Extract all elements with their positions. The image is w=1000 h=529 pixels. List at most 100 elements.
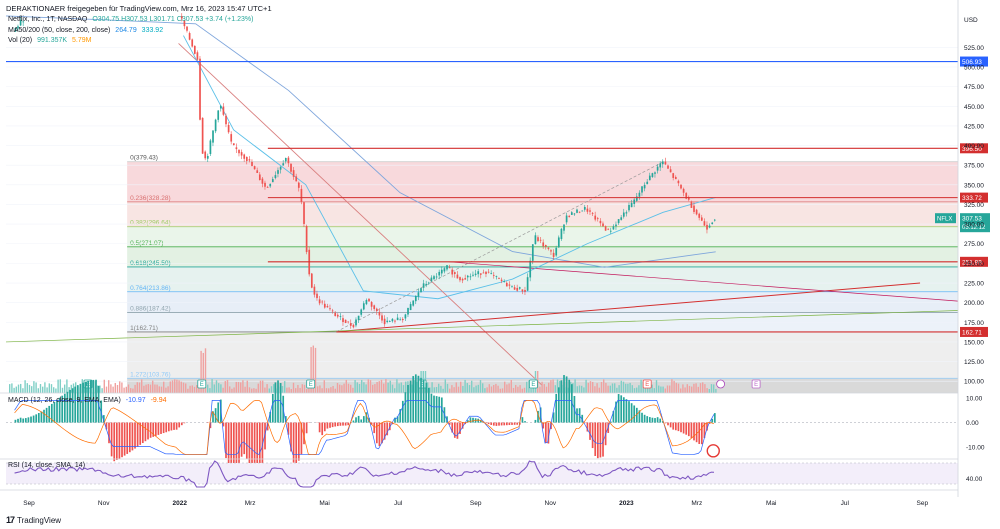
macd-histogram-bar bbox=[706, 422, 708, 431]
volume-bar bbox=[110, 384, 112, 393]
volume-bar bbox=[539, 386, 541, 393]
candle-body bbox=[555, 247, 558, 256]
vol-value: 991.357K bbox=[37, 37, 68, 44]
volume-bar bbox=[554, 385, 556, 393]
macd-histogram-bar bbox=[433, 395, 435, 423]
macd-histogram-bar bbox=[45, 407, 48, 423]
macd-histogram-bar bbox=[266, 422, 269, 431]
candle-body bbox=[253, 166, 256, 170]
macd-histogram-bar bbox=[550, 422, 552, 430]
candle-body bbox=[219, 105, 222, 109]
volume-bar bbox=[13, 387, 15, 393]
volume-bar bbox=[339, 384, 341, 393]
macd-histogram-bar bbox=[297, 422, 300, 461]
candle-body bbox=[334, 312, 337, 316]
volume-bar bbox=[354, 380, 356, 393]
volume-bar bbox=[301, 384, 303, 393]
macd-histogram-bar bbox=[438, 396, 441, 423]
price-tick-label: 200.00 bbox=[964, 300, 984, 307]
macd-histogram-bar bbox=[321, 422, 324, 436]
volume-bar bbox=[55, 388, 57, 393]
candle-body bbox=[378, 312, 381, 316]
volume-bar bbox=[152, 380, 154, 393]
volume-bar bbox=[466, 383, 468, 393]
volume-bar bbox=[61, 387, 64, 393]
volume-bar bbox=[629, 382, 631, 393]
macd-histogram-bar bbox=[344, 422, 347, 426]
macd-histogram-bar bbox=[123, 422, 126, 456]
volume-bar bbox=[268, 388, 270, 393]
volume-legend[interactable]: Vol (20) 991.357K 5.79M bbox=[8, 37, 94, 44]
volume-bar bbox=[310, 347, 312, 393]
macd-histogram-bar bbox=[128, 422, 131, 453]
volume-bar bbox=[552, 379, 554, 393]
time-tick-label: Sep bbox=[23, 500, 35, 507]
macd-histogram-bar bbox=[89, 380, 92, 423]
macd-histogram-bar bbox=[635, 407, 638, 423]
macd-histogram-bar bbox=[334, 422, 337, 427]
candle-body bbox=[508, 284, 511, 286]
macd-histogram-bar bbox=[711, 418, 714, 423]
macd-histogram-bar bbox=[641, 412, 643, 423]
candle-body bbox=[388, 321, 391, 322]
volume-bar bbox=[625, 383, 627, 393]
candle-body bbox=[292, 170, 295, 177]
macd-legend[interactable]: MACD (12, 26, close, 9, EMA, EMA) -10.97… bbox=[8, 397, 170, 404]
fib-label: 0.382(296.64) bbox=[130, 220, 170, 227]
macd-histogram-bar bbox=[391, 422, 394, 425]
volume-bar bbox=[405, 381, 407, 393]
candle-body bbox=[547, 247, 550, 249]
dividend-marker-icon bbox=[716, 379, 726, 389]
volume-bar bbox=[376, 381, 378, 393]
volume-bar bbox=[457, 386, 460, 393]
volume-bar bbox=[471, 380, 473, 393]
volume-bar bbox=[372, 384, 374, 393]
volume-bar bbox=[506, 384, 508, 393]
macd-histogram-bar bbox=[466, 420, 469, 423]
volume-bar bbox=[486, 387, 488, 393]
earnings-marker-letter: E bbox=[645, 382, 649, 388]
moving-averages bbox=[5, 15, 716, 300]
macd-histogram-bar bbox=[469, 417, 472, 423]
volume-bar bbox=[156, 384, 158, 393]
volume-bar bbox=[675, 382, 677, 393]
symbol-legend[interactable]: Netflix, Inc., 1T, NASDAQ O304.75 H307.5… bbox=[8, 16, 256, 23]
candle-body bbox=[542, 242, 545, 247]
volume-bar bbox=[589, 381, 592, 393]
time-tick-label: Mai bbox=[319, 500, 329, 507]
candle-body bbox=[204, 151, 207, 159]
volume-bar bbox=[574, 379, 576, 393]
volume-bar bbox=[207, 384, 209, 393]
vol-ma-value: 5.79M bbox=[72, 37, 92, 44]
earnings-marker-letter: E bbox=[531, 382, 535, 388]
rsi-band bbox=[6, 463, 958, 484]
macd-histogram-bar bbox=[430, 393, 433, 423]
macd-histogram-bar bbox=[495, 422, 498, 426]
macd-histogram-bar bbox=[108, 422, 110, 444]
macd-histogram-bar bbox=[659, 418, 662, 423]
macd-histogram-bar bbox=[271, 393, 274, 423]
candle-body bbox=[227, 124, 230, 133]
tradingview-brand[interactable]: 17 TradingView bbox=[6, 515, 61, 525]
macd-histogram-bar bbox=[248, 422, 251, 464]
candle-body bbox=[425, 283, 428, 286]
volume-bar bbox=[367, 379, 369, 393]
macd-tick-label: 10.00 bbox=[966, 395, 983, 402]
macd-histogram-bar bbox=[152, 422, 155, 437]
candle-body bbox=[266, 186, 269, 188]
volume-bar bbox=[618, 385, 620, 393]
candle-body bbox=[412, 300, 415, 306]
volume-bar bbox=[53, 387, 55, 393]
candle-body bbox=[329, 308, 331, 310]
macd-histogram-bar bbox=[303, 422, 305, 445]
volume-bar bbox=[523, 387, 526, 393]
volume-bar bbox=[180, 381, 182, 393]
price-tick-label: 450.00 bbox=[964, 104, 984, 111]
candle-body bbox=[271, 179, 274, 183]
macd-histogram-bar bbox=[375, 422, 378, 444]
rsi-legend[interactable]: RSI (14, close, SMA, 14) bbox=[8, 462, 88, 469]
ma-legend[interactable]: MA50/200 (50, close, 200, close) 264.79 … bbox=[8, 27, 166, 34]
volume-bar bbox=[37, 388, 39, 393]
macd-histogram-bar bbox=[232, 422, 235, 474]
